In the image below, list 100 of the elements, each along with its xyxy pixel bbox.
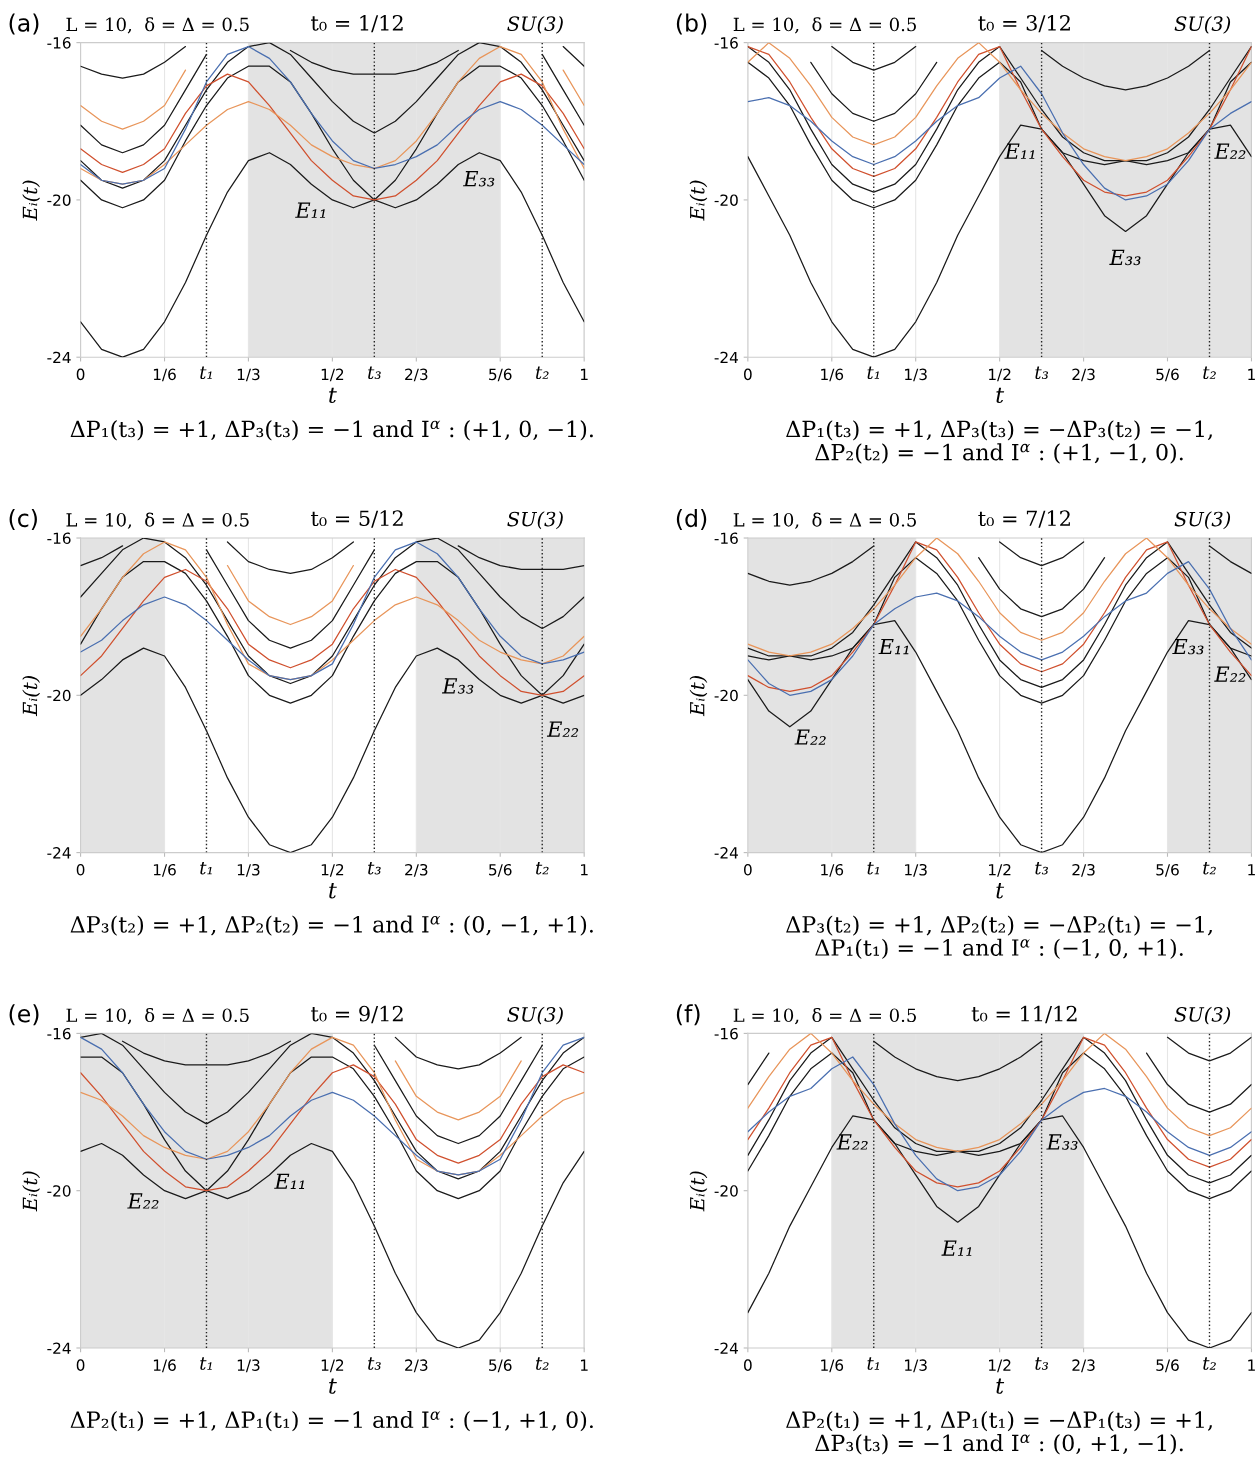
x-tick-label: 1/3: [237, 1359, 260, 1373]
y-tick-label: -24: [714, 351, 738, 364]
text: t₀ = 9/12: [311, 1005, 403, 1024]
x-tick-label: 5/6: [1156, 368, 1179, 382]
y-axis-title: Eᵢ(t): [22, 675, 41, 717]
y-tick-label: -24: [47, 847, 71, 859]
text: t₀ = 7/12: [978, 510, 1070, 528]
text: ΔP₁(t₃) = +1, ΔP₃(t₃) = −ΔP₃(t₂) = −1, ΔP₂(t₂) = −1 and I$^{α}$ : (+1, −1, 0).: [786, 420, 1212, 464]
x-tick-label: 1: [1248, 1359, 1255, 1371]
ref-line-label: t₁: [200, 861, 212, 875]
x-tick-label: 0: [743, 368, 752, 381]
ref-line-label: t₂: [1203, 861, 1216, 875]
text: t₀ = 5/12: [311, 510, 403, 528]
ref-line-label: t₃: [1035, 366, 1049, 380]
text: L = 10, δ = Δ = 0.5: [733, 512, 916, 529]
x-tick-label: 1/6: [153, 1359, 176, 1373]
y-tick-label: -20: [47, 689, 71, 702]
annotation: E₁₁: [1004, 143, 1035, 159]
x-tick-label: 0: [76, 863, 85, 876]
y-tick-label: -24: [714, 1342, 738, 1354]
text: SU(3): [1174, 1006, 1231, 1025]
x-axis-title: t: [329, 1378, 337, 1394]
ref-line-label: t₃: [1035, 861, 1049, 875]
x-axis-title: t: [996, 883, 1005, 899]
annotation: E₃₃: [442, 678, 474, 694]
y-tick-label: -16: [47, 532, 71, 545]
y-tick-label: -20: [47, 1185, 71, 1197]
x-tick-label: 1/2: [321, 863, 344, 877]
annotation: E₂₂: [1214, 666, 1246, 682]
x-tick-label: 1: [1248, 368, 1255, 380]
ref-line-label: t₃: [368, 1357, 381, 1370]
y-axis-title: Eᵢ(t): [689, 180, 708, 221]
x-tick-label: 1/3: [905, 368, 927, 382]
ref-line-label: t₂: [535, 861, 549, 875]
annotation: E₂₂: [794, 729, 826, 745]
x-tick-label: 5/6: [1156, 863, 1179, 877]
x-tick-label: 1/2: [321, 1359, 344, 1373]
annotation: E₁₁: [295, 202, 326, 218]
x-tick-label: 1/2: [321, 368, 344, 382]
y-tick-label: -20: [714, 1185, 738, 1197]
annotation: E₁₁: [941, 1240, 972, 1256]
text: SU(3): [507, 511, 563, 530]
x-tick-label: 2/3: [405, 863, 428, 877]
x-tick-label: 5/6: [1156, 1359, 1179, 1373]
text: t₀ = 1/12: [311, 14, 403, 33]
x-tick-label: 1/3: [905, 1359, 927, 1373]
x-tick-label: 0: [743, 1359, 752, 1371]
text: (e): [9, 1004, 39, 1026]
annotation: E₂₂: [836, 1134, 868, 1150]
ref-line-label: t₂: [535, 366, 549, 380]
ref-line-label: t₁: [200, 366, 212, 380]
text: L = 10, δ = Δ = 0.5: [733, 17, 916, 34]
y-tick-label: -20: [47, 194, 71, 206]
y-tick-label: -20: [714, 689, 738, 702]
x-tick-label: 1/3: [237, 863, 260, 877]
annotation: E₃₃: [1172, 638, 1204, 655]
x-tick-label: 1/2: [989, 1359, 1011, 1373]
x-axis-title: t: [329, 883, 337, 899]
y-tick-label: -16: [47, 37, 71, 49]
x-tick-label: 1/2: [989, 863, 1011, 877]
text: ΔP₃(t₂) = +1, ΔP₂(t₂) = −1 and I$^{α}$ : (0, −1, +1).: [70, 915, 593, 936]
ref-line-label: t₃: [368, 861, 381, 875]
x-tick-label: 1/6: [821, 863, 844, 877]
y-tick-label: -24: [47, 1342, 71, 1354]
x-tick-label: 0: [743, 863, 752, 876]
annotation: E₁₁: [274, 1173, 305, 1189]
text: (d): [676, 508, 707, 530]
ref-line-label: t₂: [535, 1357, 549, 1370]
text: L = 10, δ = Δ = 0.5: [66, 17, 249, 34]
text: SU(3): [507, 1006, 563, 1025]
text: (f): [676, 1004, 700, 1026]
ref-line-label: t₃: [1035, 1357, 1049, 1370]
annotation: E₂₂: [1214, 143, 1246, 159]
y-axis-title: Eᵢ(t): [689, 1171, 708, 1212]
x-tick-label: 1: [580, 368, 588, 380]
y-tick-label: -16: [714, 1027, 738, 1040]
x-tick-label: 2/3: [1072, 863, 1095, 877]
text: (c): [9, 508, 37, 530]
y-tick-label: -16: [47, 1027, 71, 1040]
x-tick-label: 1/2: [989, 368, 1011, 382]
y-tick-label: -16: [714, 37, 738, 49]
text: t₀ = 3/12: [978, 14, 1070, 33]
text: L = 10, δ = Δ = 0.5: [66, 1007, 249, 1025]
text: (b): [676, 13, 707, 35]
y-axis-title: Eᵢ(t): [22, 180, 41, 221]
x-tick-label: 2/3: [1072, 1359, 1095, 1373]
annotation: E₂₂: [546, 721, 579, 737]
text: ΔP₃(t₂) = +1, ΔP₂(t₂) = −ΔP₂(t₁) = −1, ΔP₁(t₁) = −1 and I$^{α}$ : (−1, 0, +1).: [786, 915, 1212, 960]
text: t₀ = 11/12: [971, 1005, 1077, 1024]
x-tick-label: 1/6: [153, 368, 176, 382]
y-tick-label: -24: [714, 847, 738, 859]
ref-line-label: t₁: [867, 366, 880, 380]
x-axis-title: t: [996, 387, 1005, 404]
text: L = 10, δ = Δ = 0.5: [66, 512, 249, 529]
x-tick-label: 2/3: [405, 1359, 428, 1373]
text: SU(3): [1174, 511, 1231, 530]
ref-line-label: t₁: [200, 1357, 212, 1370]
text: (a): [9, 13, 39, 35]
text: ΔP₁(t₃) = +1, ΔP₃(t₃) = −1 and I$^{α}$ : (+1, 0, −1).: [70, 420, 593, 441]
text: L = 10, δ = Δ = 0.5: [733, 1007, 916, 1025]
